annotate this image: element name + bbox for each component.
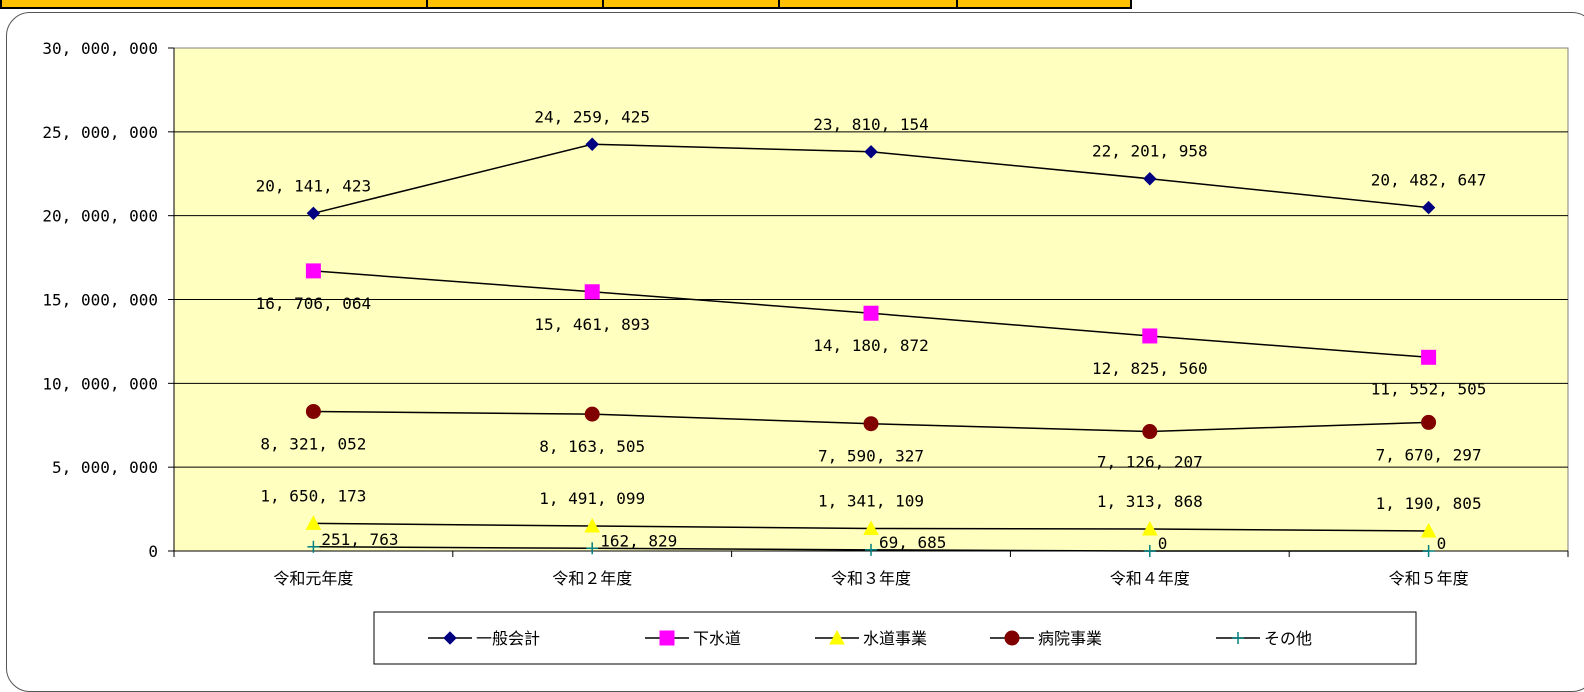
data-point-水道事業: [1141, 520, 1158, 536]
legend-label-その他: その他: [1264, 629, 1312, 648]
data-point-水道事業: [1420, 522, 1437, 538]
y-tick-label: 15, 000, 000: [42, 291, 158, 310]
data-label-水道事業: 1, 491, 099: [539, 489, 645, 508]
data-point-一般会計: [306, 206, 321, 221]
data-label-一般会計: 22, 201, 958: [1092, 142, 1208, 161]
x-tick-label: 令和３年度: [831, 569, 911, 588]
data-point-その他: [865, 543, 877, 556]
data-label-一般会計: 20, 141, 423: [256, 176, 372, 195]
data-label-水道事業: 1, 313, 868: [1097, 492, 1203, 511]
data-point-水道事業: [305, 515, 322, 530]
legend-label-病院事業: 病院事業: [1038, 629, 1102, 648]
x-tick-label: 令和２年度: [552, 569, 632, 588]
data-point-病院事業: [1142, 424, 1158, 440]
data-label-その他: 69, 685: [879, 533, 946, 552]
data-point-下水道: [863, 305, 879, 321]
data-point-その他: [307, 540, 320, 553]
y-tick-label: 30, 000, 000: [42, 39, 158, 58]
data-label-病院事業: 7, 126, 207: [1097, 453, 1203, 472]
data-label-一般会計: 23, 810, 154: [813, 115, 929, 134]
data-label-病院事業: 7, 670, 297: [1376, 445, 1482, 464]
data-label-その他: 251, 763: [321, 530, 398, 549]
data-point-一般会計: [864, 145, 878, 159]
data-point-下水道: [1142, 328, 1158, 344]
data-point-病院事業: [584, 406, 600, 422]
data-point-下水道: [584, 284, 600, 300]
top-table-strip: [0, 0, 1132, 11]
data-point-一般会計: [1421, 200, 1436, 215]
data-label-その他: 0: [1437, 534, 1447, 553]
data-point-病院事業: [1421, 414, 1437, 430]
data-label-水道事業: 1, 650, 173: [260, 486, 366, 505]
legend-marker-一般会計: [443, 631, 457, 645]
data-label-水道事業: 1, 341, 109: [818, 492, 924, 511]
data-point-病院事業: [863, 416, 879, 432]
top-table-cell: [956, 0, 1132, 9]
legend-marker-その他: [1232, 632, 1244, 644]
legend-label-水道事業: 水道事業: [863, 629, 927, 648]
data-point-病院事業: [305, 403, 321, 419]
x-tick-label: 令和４年度: [1110, 569, 1190, 588]
data-point-水道事業: [863, 520, 879, 536]
legend: [373, 611, 1417, 665]
data-label-下水道: 11, 552, 505: [1371, 379, 1487, 398]
y-tick-label: 10, 000, 000: [42, 374, 158, 393]
y-tick-label: 0: [148, 542, 158, 561]
legend-label-一般会計: 一般会計: [476, 629, 540, 648]
data-label-下水道: 12, 825, 560: [1092, 359, 1208, 378]
legend-label-下水道: 下水道: [693, 629, 741, 648]
data-label-その他: 0: [1158, 534, 1168, 553]
data-point-下水道: [1421, 349, 1437, 365]
y-tick-label: 20, 000, 000: [42, 207, 158, 226]
x-tick-label: 令和元年度: [273, 569, 353, 588]
data-label-下水道: 14, 180, 872: [813, 336, 929, 355]
data-label-一般会計: 20, 482, 647: [1371, 171, 1487, 190]
data-point-その他: [1422, 545, 1435, 557]
legend-marker-病院事業: [1004, 630, 1020, 646]
data-point-その他: [1143, 545, 1156, 557]
data-label-病院事業: 8, 163, 505: [539, 437, 645, 456]
legend-marker-水道事業: [829, 629, 845, 645]
data-label-病院事業: 7, 590, 327: [818, 447, 924, 466]
data-label-水道事業: 1, 190, 805: [1376, 494, 1482, 513]
data-label-病院事業: 8, 321, 052: [260, 434, 366, 453]
data-label-その他: 162, 829: [600, 531, 677, 550]
data-point-一般会計: [1143, 172, 1157, 186]
legend-marker-下水道: [659, 630, 675, 646]
data-label-下水道: 15, 461, 893: [534, 315, 650, 334]
data-point-下水道: [305, 263, 321, 279]
y-tick-label: 5, 000, 000: [52, 458, 158, 477]
x-tick-label: 令和５年度: [1389, 569, 1469, 588]
data-point-その他: [586, 542, 599, 555]
y-tick-label: 25, 000, 000: [42, 123, 158, 142]
data-point-水道事業: [584, 517, 601, 533]
data-point-一般会計: [585, 137, 599, 151]
data-label-一般会計: 24, 259, 425: [534, 107, 650, 126]
data-label-下水道: 16, 706, 064: [256, 294, 372, 313]
